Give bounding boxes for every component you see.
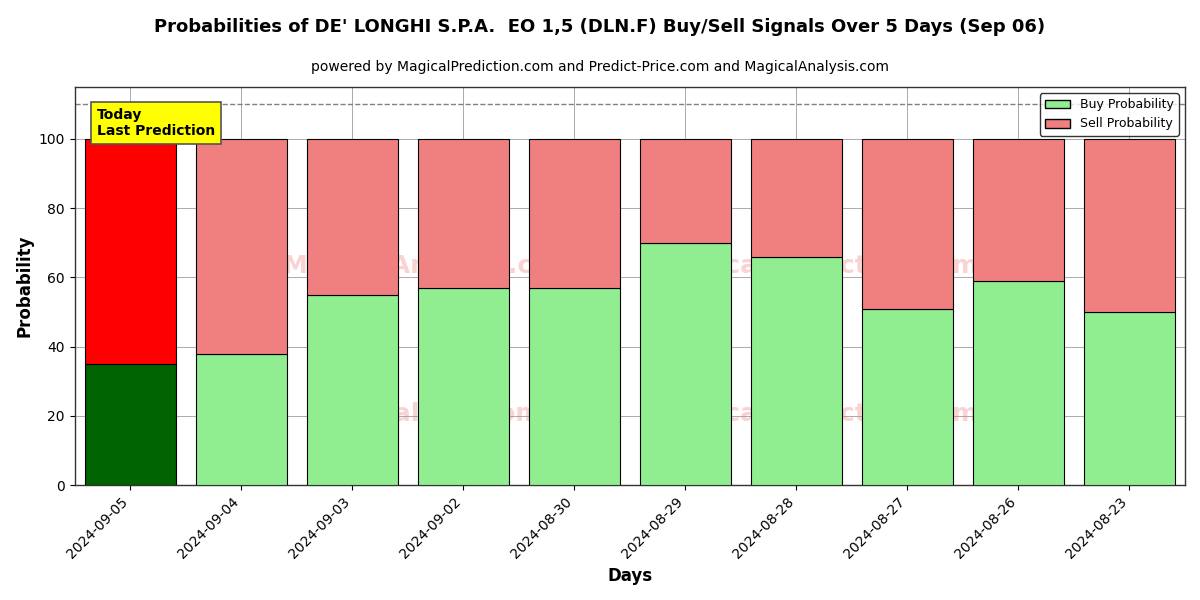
Bar	[307, 139, 397, 295]
Bar	[1084, 312, 1175, 485]
Bar	[751, 257, 842, 485]
Bar	[85, 364, 175, 485]
Bar	[307, 295, 397, 485]
X-axis label: Days: Days	[607, 567, 653, 585]
Bar	[640, 243, 731, 485]
Bar	[196, 353, 287, 485]
Bar	[529, 288, 620, 485]
Bar	[418, 288, 509, 485]
Bar	[640, 139, 731, 243]
Text: MagicalPrediction.com: MagicalPrediction.com	[658, 401, 979, 425]
Y-axis label: Probability: Probability	[16, 235, 34, 337]
Text: Today
Last Prediction: Today Last Prediction	[97, 108, 215, 138]
Text: MagicalAnalysis.com: MagicalAnalysis.com	[283, 254, 577, 278]
Text: MagicalPrediction.com: MagicalPrediction.com	[658, 254, 979, 278]
Text: powered by MagicalPrediction.com and Predict-Price.com and MagicalAnalysis.com: powered by MagicalPrediction.com and Pre…	[311, 60, 889, 74]
Bar	[973, 139, 1064, 281]
Text: Probabilities of DE' LONGHI S.P.A.  EO 1,5 (DLN.F) Buy/Sell Signals Over 5 Days : Probabilities of DE' LONGHI S.P.A. EO 1,…	[155, 18, 1045, 36]
Text: calAnalysis.com: calAnalysis.com	[317, 401, 542, 425]
Bar	[85, 139, 175, 364]
Legend: Buy Probability, Sell Probability: Buy Probability, Sell Probability	[1040, 93, 1178, 136]
Bar	[529, 139, 620, 288]
Bar	[418, 139, 509, 288]
Bar	[862, 308, 953, 485]
Bar	[973, 281, 1064, 485]
Bar	[862, 139, 953, 308]
Bar	[1084, 139, 1175, 312]
Bar	[196, 139, 287, 353]
Bar	[751, 139, 842, 257]
